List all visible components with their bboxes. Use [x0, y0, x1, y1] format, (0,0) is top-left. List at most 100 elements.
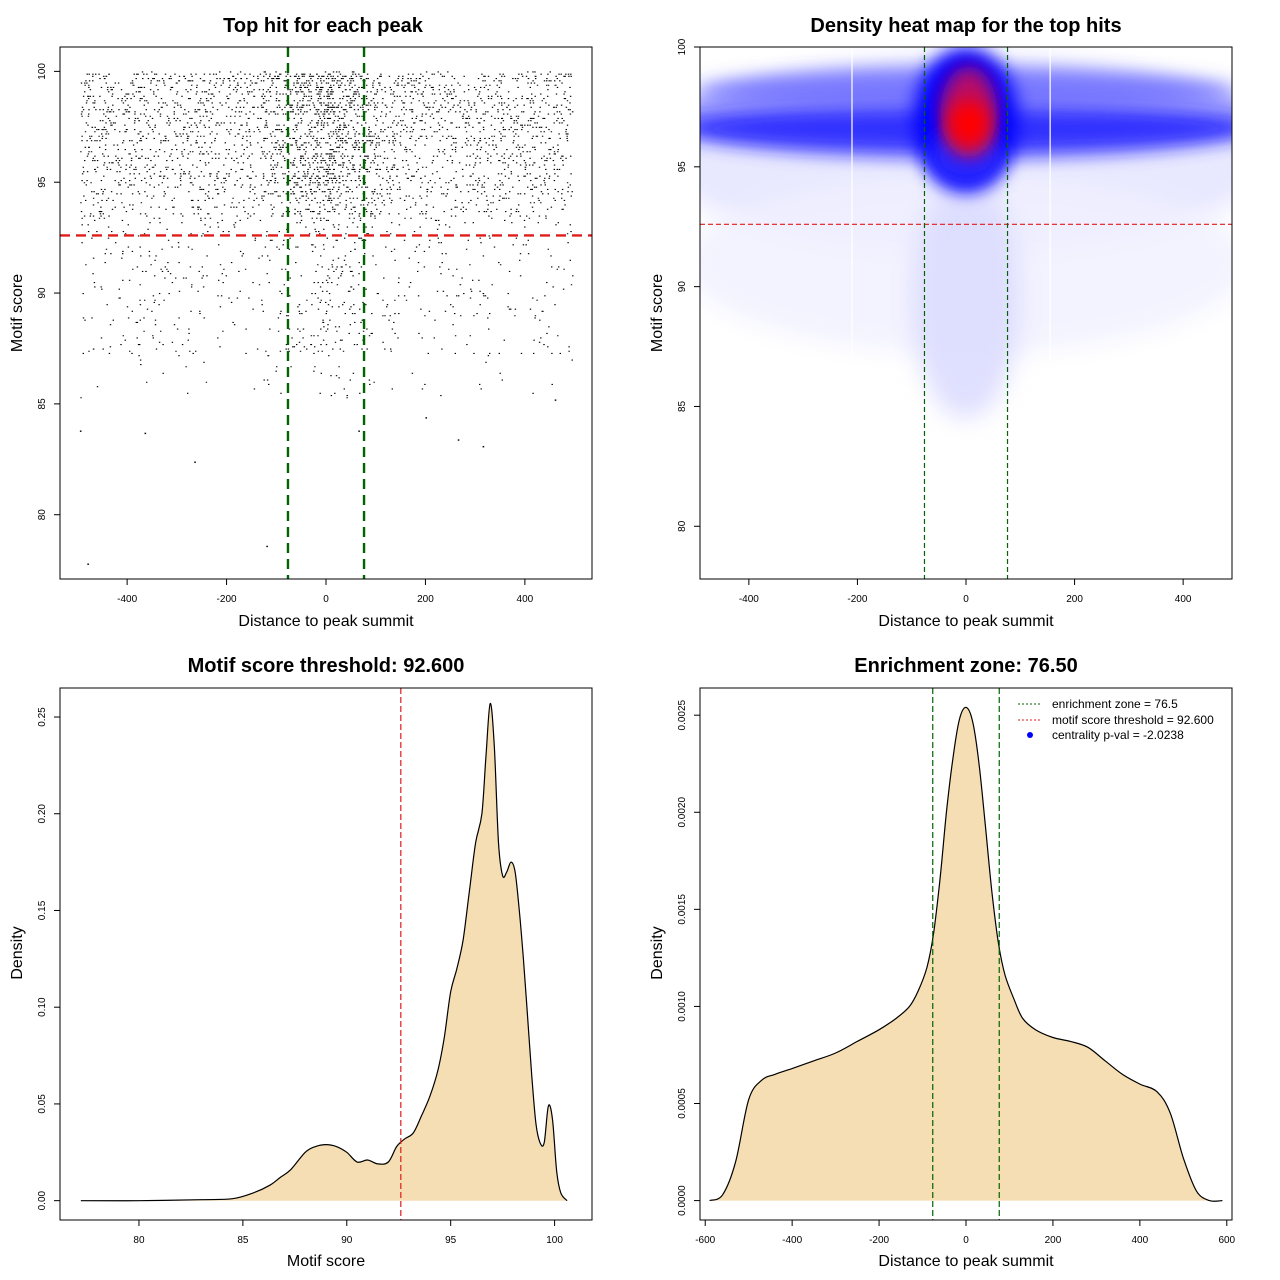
scatter-x-ticks: -400 -200 0 200 400: [117, 579, 534, 605]
x-tick-label: 600: [1218, 1235, 1235, 1246]
legend-label: motif score threshold = 92.600: [1052, 713, 1214, 727]
distance-density-panel: Enrichment zone: 76.50 -600 -400 -200 0 200 4…: [649, 655, 1236, 1270]
legend-label: enrichment zone = 76.5: [1052, 697, 1178, 711]
x-tick-label: -200: [217, 594, 237, 605]
density-curve: [709, 706, 1223, 1202]
heatmap-density-blob: [911, 178, 1021, 419]
distance-density-y-ticks: 0.0000 0.0005 0.0010 0.0015 0.0020 0.0025: [677, 699, 700, 1216]
distance-density-x-ticks: -600 -400 -200 0 200 400 600: [695, 1220, 1236, 1246]
x-tick-label: -400: [117, 594, 137, 605]
y-tick-label: 85: [677, 400, 688, 412]
x-tick-label: -200: [847, 594, 867, 605]
score-density-plot-frame: [59, 687, 593, 1221]
density-curve: [80, 702, 568, 1202]
x-tick-label: 85: [237, 1235, 249, 1246]
y-tick-label: 100: [37, 63, 48, 80]
x-tick-label: 100: [546, 1235, 563, 1246]
scatter-outlier-point: [482, 446, 485, 448]
x-tick-label: 80: [133, 1235, 145, 1246]
y-tick-label: 90: [677, 281, 688, 293]
y-tick-label: 0.0000: [677, 1185, 688, 1216]
y-tick-label: 0.0015: [677, 894, 688, 925]
legend: enrichment zone = 76.5 motif score thres…: [1018, 697, 1214, 742]
score-density-panel: Motif score threshold: 92.600 80 85 90 95 10…: [9, 655, 593, 1270]
scatter-panel: Top hit for each peak -400 -200 0 200 400 80…: [9, 15, 593, 630]
scatter-x-label: Distance to peak summit: [238, 613, 414, 630]
y-tick-label: 80: [677, 520, 688, 532]
x-tick-label: -600: [695, 1235, 715, 1246]
x-tick-label: 400: [517, 594, 534, 605]
density-fill: [709, 707, 1223, 1202]
y-tick-label: 0.15: [37, 900, 48, 920]
y-tick-label: 85: [37, 398, 48, 410]
scatter-reference-lines: [60, 47, 592, 579]
y-tick-label: 0.0005: [677, 1088, 688, 1119]
distance-density-area: [709, 706, 1223, 1202]
scatter-points: [79, 71, 574, 565]
score-density-x-ticks: 80 85 90 95 100: [133, 1220, 563, 1246]
scatter-outlier-point: [358, 430, 360, 432]
scatter-y-label: Motif score: [9, 274, 26, 352]
y-tick-label: 90: [37, 287, 48, 299]
x-tick-label: 0: [963, 594, 969, 605]
distance-density-y-label: Density: [649, 926, 666, 979]
score-density-y-label: Density: [9, 926, 26, 979]
y-tick-label: 0.05: [37, 1094, 48, 1114]
legend-item-motif-threshold: motif score threshold = 92.600: [1018, 713, 1214, 727]
x-tick-label: -400: [739, 594, 759, 605]
x-tick-label: -400: [782, 1235, 802, 1246]
x-tick-label: 200: [1045, 1235, 1062, 1246]
score-density-area: [80, 702, 568, 1202]
y-tick-label: 0.10: [37, 997, 48, 1017]
y-tick-label: 0.0010: [677, 991, 688, 1022]
heatmap-title: Density heat map for the top hits: [810, 15, 1121, 37]
x-tick-label: 400: [1175, 594, 1192, 605]
scatter-outlier-point: [457, 439, 460, 441]
y-tick-label: 80: [37, 509, 48, 521]
heatmap-density-blob: [947, 99, 991, 148]
y-tick-label: 0.25: [37, 707, 48, 727]
y-tick-label: 95: [677, 161, 688, 173]
x-tick-label: 200: [1066, 594, 1083, 605]
y-tick-label: 0.0025: [677, 699, 688, 730]
y-tick-label: 100: [677, 38, 688, 55]
scatter-outlier-point: [554, 399, 557, 401]
heatmap-x-ticks: -400 -200 0 200 400: [739, 579, 1192, 605]
distance-density-title: Enrichment zone: 76.50: [854, 655, 1077, 677]
legend-point-swatch: [1027, 732, 1033, 738]
heatmap-x-label: Distance to peak summit: [878, 613, 1054, 630]
score-density-title: Motif score threshold: 92.600: [188, 655, 465, 677]
legend-label: centrality p-val = -2.0238: [1052, 728, 1184, 742]
scatter-outlier-point: [194, 461, 196, 463]
y-tick-label: 95: [37, 176, 48, 188]
scatter-y-ticks: 80 85 90 95 100: [37, 63, 60, 521]
x-tick-label: 0: [323, 594, 329, 605]
heatmap-y-label: Motif score: [649, 274, 666, 352]
legend-item-centrality: centrality p-val = -2.0238: [1027, 728, 1184, 742]
scatter-outlier-point: [425, 417, 428, 419]
score-density-y-ticks: 0.00 0.05 0.10 0.15 0.20 0.25: [37, 707, 60, 1210]
legend-item-enrichment-zone: enrichment zone = 76.5: [1018, 697, 1178, 711]
scatter-title: Top hit for each peak: [223, 15, 424, 37]
density-fill: [80, 703, 568, 1201]
heatmap-y-ticks: 80 85 90 95 100: [677, 38, 700, 532]
x-tick-label: 0: [963, 1235, 969, 1246]
score-density-x-label: Motif score: [287, 1253, 365, 1270]
x-tick-label: 90: [341, 1235, 353, 1246]
scatter-outlier-point: [79, 430, 82, 432]
scatter-outlier-point: [144, 432, 147, 435]
x-tick-label: -200: [869, 1235, 889, 1246]
y-tick-label: 0.00: [37, 1190, 48, 1210]
x-tick-label: 95: [445, 1235, 457, 1246]
heatmap-reference-lines: [700, 47, 1232, 579]
distance-density-zone-lines: [932, 688, 1000, 1220]
x-tick-label: 400: [1132, 1235, 1149, 1246]
y-tick-label: 0.20: [37, 804, 48, 824]
x-tick-label: 200: [417, 594, 434, 605]
y-tick-label: 0.0020: [677, 797, 688, 828]
heatmap-density: [700, 47, 1232, 579]
scatter-outlier-point: [87, 563, 89, 565]
scatter-outlier-point: [266, 545, 268, 548]
distance-density-x-label: Distance to peak summit: [878, 1253, 1054, 1270]
